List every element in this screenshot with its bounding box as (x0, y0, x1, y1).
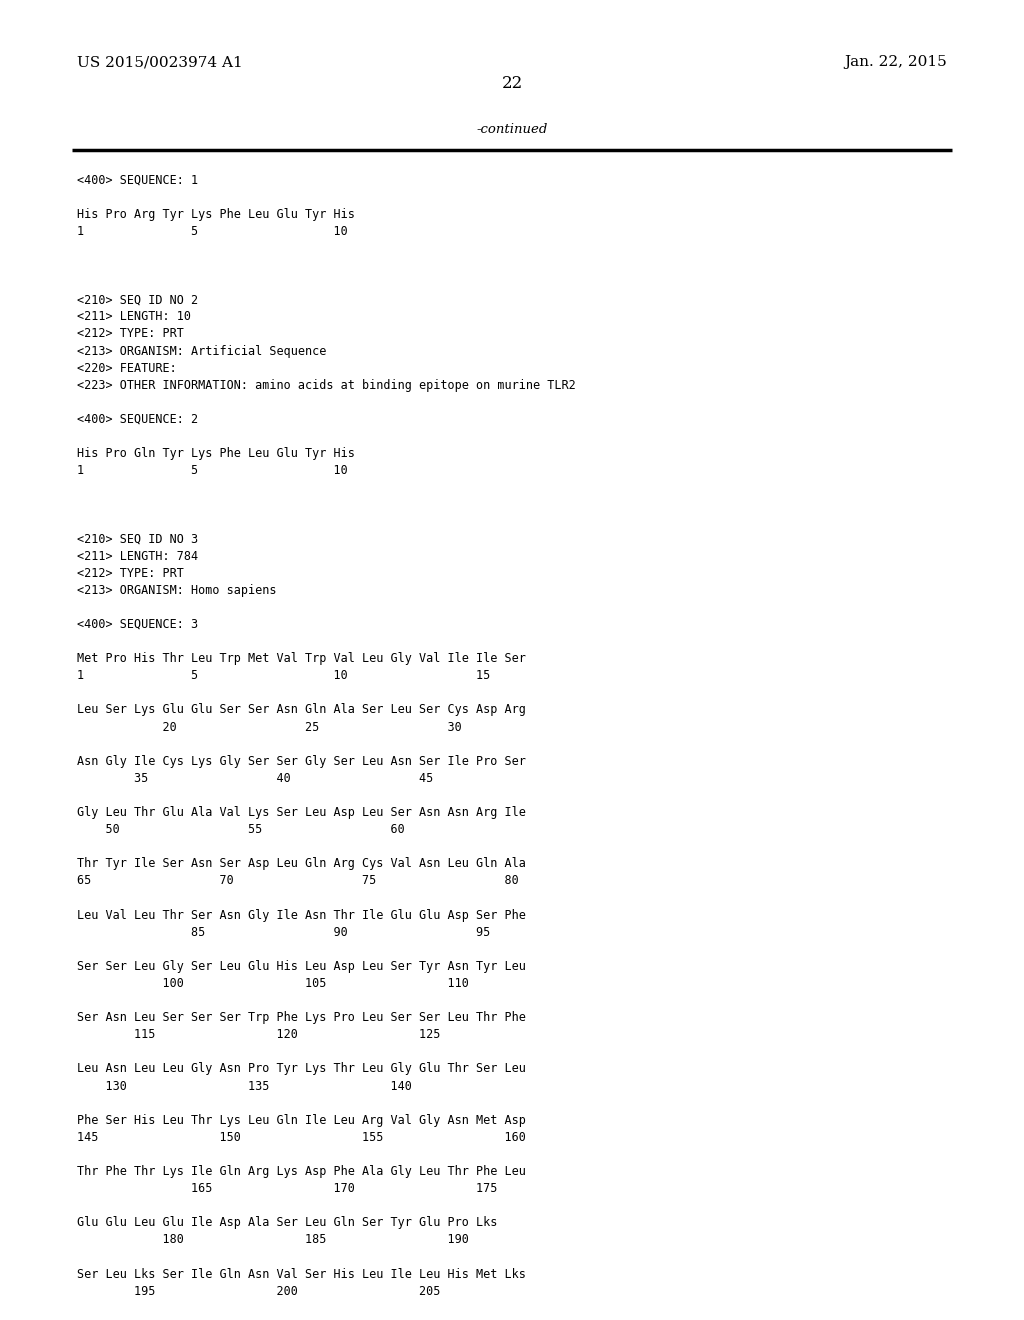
Text: 20                  25                  30: 20 25 30 (77, 721, 462, 734)
Text: Thr Tyr Ile Ser Asn Ser Asp Leu Gln Arg Cys Val Asn Leu Gln Ala: Thr Tyr Ile Ser Asn Ser Asp Leu Gln Arg … (77, 858, 525, 870)
Text: Asn Gly Ile Cys Lys Gly Ser Ser Gly Ser Leu Asn Ser Ile Pro Ser: Asn Gly Ile Cys Lys Gly Ser Ser Gly Ser … (77, 755, 525, 768)
Text: 100                 105                 110: 100 105 110 (77, 977, 469, 990)
Text: 180                 185                 190: 180 185 190 (77, 1233, 469, 1246)
Text: 1               5                   10                  15: 1 5 10 15 (77, 669, 490, 682)
Text: -continued: -continued (476, 123, 548, 136)
Text: His Pro Arg Tyr Lys Phe Leu Glu Tyr His: His Pro Arg Tyr Lys Phe Leu Glu Tyr His (77, 207, 354, 220)
Text: His Pro Gln Tyr Lys Phe Leu Glu Tyr His: His Pro Gln Tyr Lys Phe Leu Glu Tyr His (77, 447, 354, 461)
Text: Ser Ser Leu Gly Ser Leu Glu His Leu Asp Leu Ser Tyr Asn Tyr Leu: Ser Ser Leu Gly Ser Leu Glu His Leu Asp … (77, 960, 525, 973)
Text: Met Pro His Thr Leu Trp Met Val Trp Val Leu Gly Val Ile Ile Ser: Met Pro His Thr Leu Trp Met Val Trp Val … (77, 652, 525, 665)
Text: 22: 22 (502, 75, 522, 92)
Text: Glu Glu Leu Glu Ile Asp Ala Ser Leu Gln Ser Tyr Glu Pro Lks: Glu Glu Leu Glu Ile Asp Ala Ser Leu Gln … (77, 1216, 498, 1229)
Text: <400> SEQUENCE: 2: <400> SEQUENCE: 2 (77, 413, 198, 426)
Text: Leu Ser Lys Glu Glu Ser Ser Asn Gln Ala Ser Leu Ser Cys Asp Arg: Leu Ser Lys Glu Glu Ser Ser Asn Gln Ala … (77, 704, 525, 717)
Text: <213> ORGANISM: Homo sapiens: <213> ORGANISM: Homo sapiens (77, 583, 276, 597)
Text: Ser Leu Lks Ser Ile Gln Asn Val Ser His Leu Ile Leu His Met Lks: Ser Leu Lks Ser Ile Gln Asn Val Ser His … (77, 1267, 525, 1280)
Text: <211> LENGTH: 10: <211> LENGTH: 10 (77, 310, 190, 323)
Text: <220> FEATURE:: <220> FEATURE: (77, 362, 176, 375)
Text: US 2015/0023974 A1: US 2015/0023974 A1 (77, 55, 243, 70)
Text: <223> OTHER INFORMATION: amino acids at binding epitope on murine TLR2: <223> OTHER INFORMATION: amino acids at … (77, 379, 575, 392)
Text: 115                 120                 125: 115 120 125 (77, 1028, 440, 1041)
Text: 1               5                   10: 1 5 10 (77, 224, 347, 238)
Text: Thr Phe Thr Lys Ile Gln Arg Lys Asp Phe Ala Gly Leu Thr Phe Leu: Thr Phe Thr Lys Ile Gln Arg Lys Asp Phe … (77, 1166, 525, 1177)
Text: <213> ORGANISM: Artificial Sequence: <213> ORGANISM: Artificial Sequence (77, 345, 327, 358)
Text: 85                  90                  95: 85 90 95 (77, 925, 490, 939)
Text: Ser Asn Leu Ser Ser Ser Trp Phe Lys Pro Leu Ser Ser Leu Thr Phe: Ser Asn Leu Ser Ser Ser Trp Phe Lys Pro … (77, 1011, 525, 1024)
Text: <212> TYPE: PRT: <212> TYPE: PRT (77, 566, 183, 579)
Text: 145                 150                 155                 160: 145 150 155 160 (77, 1131, 525, 1144)
Text: 50                  55                  60: 50 55 60 (77, 824, 404, 836)
Text: Jan. 22, 2015: Jan. 22, 2015 (845, 55, 947, 70)
Text: 35                  40                  45: 35 40 45 (77, 772, 433, 785)
Text: Leu Val Leu Thr Ser Asn Gly Ile Asn Thr Ile Glu Glu Asp Ser Phe: Leu Val Leu Thr Ser Asn Gly Ile Asn Thr … (77, 908, 525, 921)
Text: <210> SEQ ID NO 3: <210> SEQ ID NO 3 (77, 532, 198, 545)
Text: 165                 170                 175: 165 170 175 (77, 1183, 498, 1195)
Text: Leu Asn Leu Leu Gly Asn Pro Tyr Lys Thr Leu Gly Glu Thr Ser Leu: Leu Asn Leu Leu Gly Asn Pro Tyr Lys Thr … (77, 1063, 525, 1076)
Text: Phe Ser His Leu Thr Lys Leu Gln Ile Leu Arg Val Gly Asn Met Asp: Phe Ser His Leu Thr Lys Leu Gln Ile Leu … (77, 1114, 525, 1127)
Text: <211> LENGTH: 784: <211> LENGTH: 784 (77, 549, 198, 562)
Text: 1               5                   10: 1 5 10 (77, 465, 347, 477)
Text: 195                 200                 205: 195 200 205 (77, 1284, 440, 1298)
Text: <400> SEQUENCE: 1: <400> SEQUENCE: 1 (77, 173, 198, 186)
Text: 130                 135                 140: 130 135 140 (77, 1080, 412, 1093)
Text: <212> TYPE: PRT: <212> TYPE: PRT (77, 327, 183, 341)
Text: Gly Leu Thr Glu Ala Val Lys Ser Leu Asp Leu Ser Asn Asn Arg Ile: Gly Leu Thr Glu Ala Val Lys Ser Leu Asp … (77, 807, 525, 818)
Text: 65                  70                  75                  80: 65 70 75 80 (77, 874, 518, 887)
Text: <210> SEQ ID NO 2: <210> SEQ ID NO 2 (77, 293, 198, 306)
Text: <400> SEQUENCE: 3: <400> SEQUENCE: 3 (77, 618, 198, 631)
